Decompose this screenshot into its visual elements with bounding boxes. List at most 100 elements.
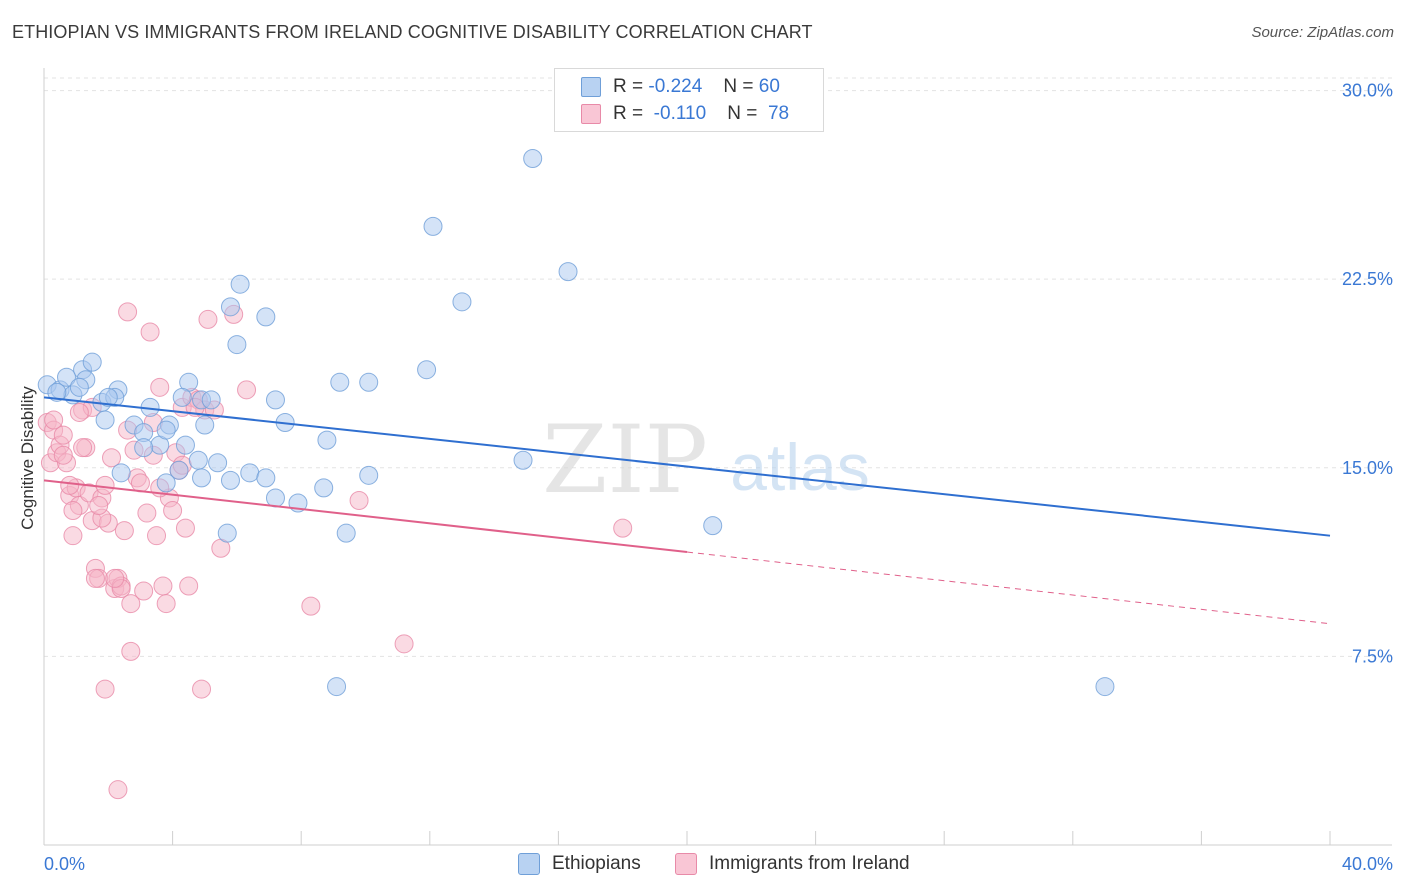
ethiopian-point xyxy=(192,468,212,488)
grid-layer xyxy=(44,77,1392,657)
ethiopian-point xyxy=(227,335,247,355)
legend-n-value: 60 xyxy=(758,76,780,97)
ireland-point xyxy=(613,518,633,538)
ethiopian-point xyxy=(423,216,443,236)
bottom-legend-label: Immigrants from Ireland xyxy=(709,853,910,874)
ethiopian-point xyxy=(201,390,221,410)
ethiopian-point xyxy=(217,523,237,543)
ethiopian-point xyxy=(317,430,337,450)
y-tick-label: 7.5% xyxy=(1352,646,1393,666)
ethiopian-point xyxy=(230,274,250,294)
ethiopian-point xyxy=(82,352,102,372)
ireland-point xyxy=(394,634,414,654)
ethiopian-point xyxy=(195,415,215,435)
ethiopian-point xyxy=(417,360,437,380)
ireland-point xyxy=(95,475,115,495)
ethiopian-point xyxy=(314,478,334,498)
ireland-point xyxy=(44,410,64,430)
ireland-trend-line-extension xyxy=(686,551,1331,625)
ethiopian-point xyxy=(336,523,356,543)
ireland-point xyxy=(53,445,73,465)
ethiopian-point xyxy=(111,463,131,483)
watermark-atlas: atlas xyxy=(730,430,869,504)
ethiopian-point xyxy=(330,372,350,392)
ireland-point xyxy=(137,503,157,523)
ireland-point xyxy=(89,496,109,516)
ethiopian-point xyxy=(265,390,285,410)
ireland-point xyxy=(179,576,199,596)
ireland-point xyxy=(63,501,83,521)
ethiopians-trend-line xyxy=(43,396,1331,537)
legend-r-label: R = xyxy=(613,76,644,97)
ethiopian-point xyxy=(359,372,379,392)
ireland-point xyxy=(175,518,195,538)
ireland-point xyxy=(192,679,212,699)
ireland-point xyxy=(121,594,141,614)
ireland-point xyxy=(349,490,369,510)
ireland-point xyxy=(150,377,170,397)
x-tick-label: 0.0% xyxy=(44,854,85,874)
ireland-point xyxy=(95,679,115,699)
bottom-legend-ireland: Immigrants from Ireland xyxy=(675,851,910,877)
ethiopian-point xyxy=(256,307,276,327)
ireland-point xyxy=(63,526,83,546)
y-tick-label: 15.0% xyxy=(1342,458,1393,478)
ireland-point xyxy=(156,594,176,614)
ireland-point xyxy=(140,322,160,342)
chart-source: Source: ZipAtlas.com xyxy=(1251,24,1394,41)
ethiopian-point xyxy=(175,435,195,455)
ethiopian-point xyxy=(558,262,578,282)
ireland-point xyxy=(121,641,141,661)
ethiopian-point xyxy=(57,367,77,387)
ethiopian-point xyxy=(188,450,208,470)
y-tick-label: 22.5% xyxy=(1342,269,1393,289)
tick-labels: 7.5% 15.0% 22.5% 30.0% 0.0% 40.0% xyxy=(44,81,1393,874)
ireland-point xyxy=(237,380,257,400)
legend-r-value: -0.224 xyxy=(648,76,703,97)
legend-swatch-blue xyxy=(581,77,601,97)
ethiopian-point xyxy=(240,463,260,483)
chart-title: ETHIOPIAN VS IMMIGRANTS FROM IRELAND COG… xyxy=(12,22,813,42)
ethiopian-point xyxy=(134,438,154,458)
ethiopian-point xyxy=(220,297,240,317)
ireland-point xyxy=(163,501,183,521)
ethiopian-point xyxy=(156,473,176,493)
ethiopian-point xyxy=(220,470,240,490)
ethiopian-point xyxy=(208,453,228,473)
ireland-point xyxy=(69,402,89,422)
ireland-point xyxy=(105,568,125,588)
watermark: ZIP atlas xyxy=(542,406,870,515)
ethiopian-point xyxy=(169,460,189,480)
correlation-legend: R = -0.224 N = 60 R = -0.110 N = 78 xyxy=(554,68,824,132)
ethiopian-point xyxy=(327,677,347,697)
ethiopian-point xyxy=(513,450,533,470)
ethiopian-point xyxy=(359,465,379,485)
axis-layer xyxy=(43,68,1392,846)
ireland-point xyxy=(118,302,138,322)
ireland-point xyxy=(198,309,218,329)
ireland-point xyxy=(134,581,154,601)
ethiopian-point xyxy=(172,387,192,407)
ethiopian-point xyxy=(523,148,543,168)
legend-n-label: N = xyxy=(727,103,758,124)
y-tick-label: 30.0% xyxy=(1342,81,1393,101)
legend-n-value: 78 xyxy=(767,103,790,124)
points-layer xyxy=(37,148,1115,800)
bottom-legend-swatch-pink xyxy=(675,853,697,875)
ireland-trend-line xyxy=(43,479,688,554)
ireland-point xyxy=(153,576,173,596)
ireland-point xyxy=(130,473,150,493)
ireland-point xyxy=(114,521,134,541)
ireland-point xyxy=(73,438,93,458)
ireland-point xyxy=(102,448,122,468)
ethiopian-point xyxy=(703,516,723,536)
ireland-point xyxy=(85,568,105,588)
ethiopian-point xyxy=(265,488,285,508)
x-tick-label: 40.0% xyxy=(1342,854,1393,874)
legend-r-value: -0.110 xyxy=(653,103,707,124)
trend-layer xyxy=(43,396,1331,625)
ethiopian-point xyxy=(95,410,115,430)
ireland-point xyxy=(301,596,321,616)
ethiopian-point xyxy=(1095,677,1115,697)
